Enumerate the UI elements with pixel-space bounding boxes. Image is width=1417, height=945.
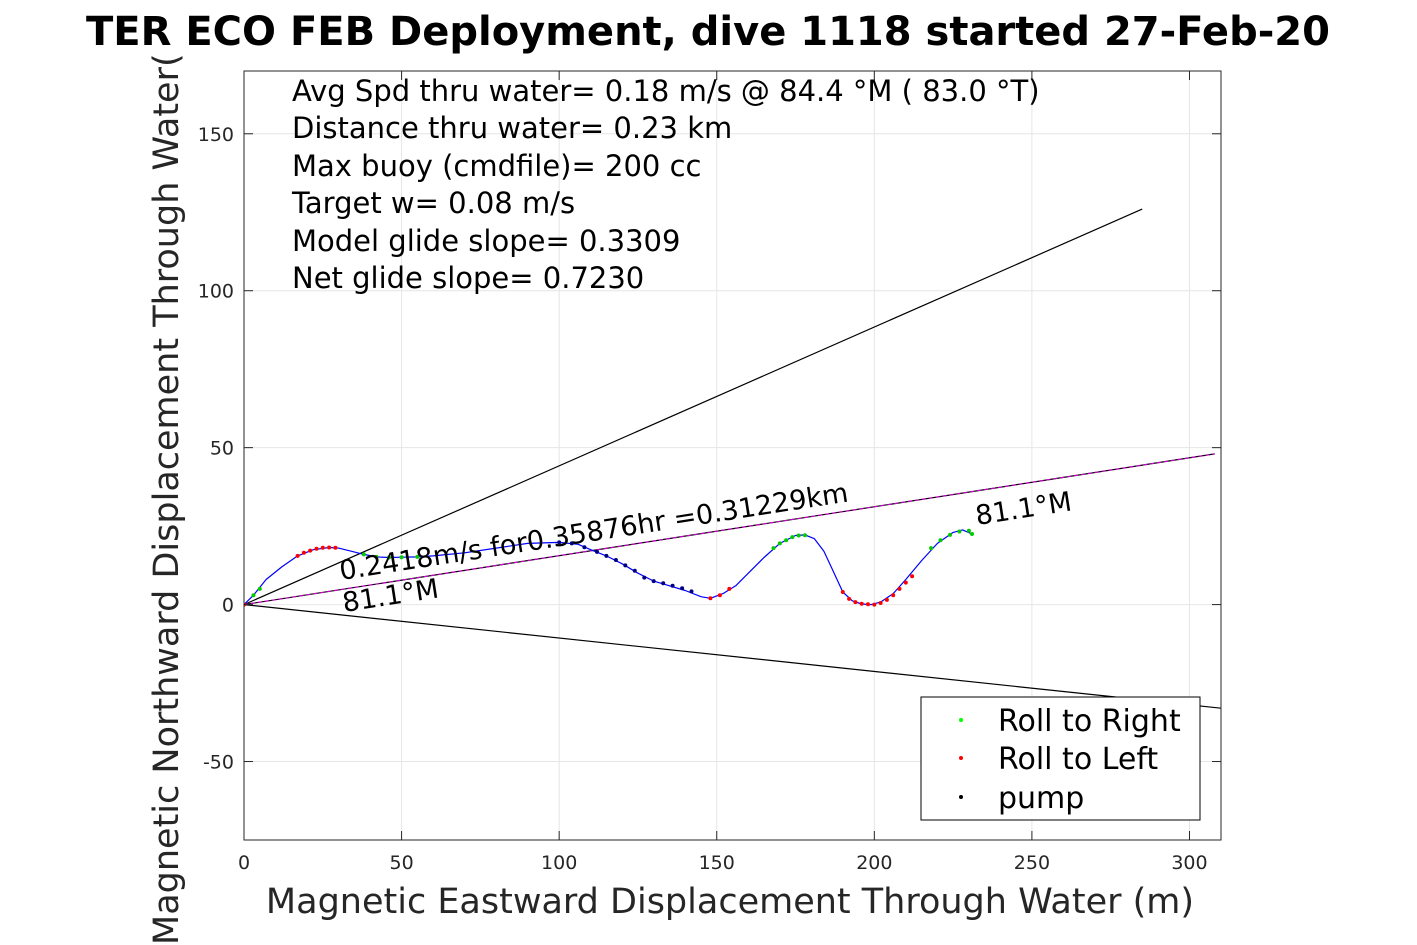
heading-line: [244, 453, 1215, 606]
x-tick-label: 300: [1171, 852, 1207, 874]
stat-model-glide-slope: Model glide slope= 0.3309: [292, 224, 680, 258]
x-tick-label: 100: [541, 852, 577, 874]
y-tick-label: 100: [198, 281, 234, 303]
roll-right-point: [415, 554, 420, 559]
plot-content: [244, 208, 1221, 709]
legend-marker-roll-right: [959, 718, 963, 722]
roll-left-point: [840, 590, 845, 594]
x-tick-label: 150: [699, 852, 735, 874]
pump-point: [642, 575, 647, 580]
roll-right-point: [777, 541, 782, 546]
pump-point: [557, 540, 562, 545]
roll-right-point: [399, 555, 404, 560]
roll-right-point: [803, 533, 807, 538]
pump-point: [632, 568, 637, 573]
legend: Roll to Right Roll to Left pump: [920, 696, 1201, 821]
roll-right-point: [251, 593, 256, 598]
roll-right-point: [796, 533, 801, 538]
roll-left-point: [333, 545, 338, 550]
x-tick-label: 50: [389, 852, 413, 874]
ticks: 0 50 100 150 200 250 300 -50 0 50 100 150: [198, 71, 1221, 874]
x-axis-label: Magnetic Eastward Displacement Through W…: [266, 882, 1194, 922]
roll-left-point: [320, 545, 325, 550]
pump-point: [689, 589, 694, 594]
roll-left-point: [295, 553, 300, 558]
roll-left-point: [891, 593, 896, 598]
roll-right-point: [361, 552, 366, 557]
roll-left-point: [859, 601, 864, 606]
data-layer: [244, 208, 1221, 709]
y-axis-label: Magnetic Northward Displacement Through …: [147, 53, 187, 945]
roll-left-point: [847, 596, 852, 601]
x-tick-label: 250: [1014, 852, 1050, 874]
roll-left-point: [872, 602, 877, 607]
roll-left-point: [314, 546, 319, 551]
roll-left-point: [717, 593, 722, 598]
pump-point: [613, 558, 618, 562]
stats-block: Avg Spd thru water= 0.18 m/s @ 84.4 °M (…: [291, 74, 1040, 295]
axes-box: [243, 70, 1222, 841]
roll-left-point: [301, 550, 306, 555]
y-tick-label: 0: [222, 595, 234, 617]
legend-marker-roll-left: [959, 756, 963, 760]
roll-right-point: [970, 532, 974, 536]
roll-right-point: [374, 554, 379, 559]
roll-left-point: [903, 580, 908, 585]
roll-right-point: [771, 546, 776, 551]
stat-max-buoy: Max buoy (cmdfile)= 200 cc: [292, 149, 701, 183]
roll-left-point: [853, 600, 858, 605]
pump-point: [623, 563, 628, 568]
roll-right-point: [929, 546, 934, 551]
legend-box: [920, 696, 1201, 821]
roll-left-point: [910, 574, 915, 579]
y-tick-label: -50: [203, 752, 234, 774]
y-tick-label: 150: [198, 124, 234, 146]
stat-avg-speed: Avg Spd thru water= 0.18 m/s @ 84.4 °M (…: [292, 74, 1040, 108]
legend-label-roll-right: Roll to Right: [998, 704, 1181, 739]
roll-left-point: [327, 545, 332, 550]
roll-right-point: [387, 555, 391, 560]
roll-left-point: [878, 601, 883, 605]
pump-point: [661, 581, 666, 586]
pump-point: [569, 541, 574, 546]
x-tick-label: 200: [856, 852, 892, 874]
roll-left-point: [866, 602, 870, 607]
roll-right-point: [957, 529, 962, 534]
roll-right-point: [938, 538, 943, 543]
roll-right-point: [790, 535, 795, 540]
cone-line: [244, 604, 1221, 709]
pump-point: [604, 553, 609, 558]
stat-distance: Distance thru water= 0.23 km: [292, 111, 732, 145]
roll-left-point: [308, 548, 313, 553]
stat-target-w: Target w= 0.08 m/s: [291, 186, 575, 220]
roll-right-point: [948, 532, 952, 537]
roll-left-point: [897, 586, 902, 591]
roll-right-point: [966, 528, 971, 533]
legend-label-roll-left: Roll to Left: [998, 742, 1158, 777]
cone-line: [244, 208, 1143, 606]
chart-title: TER ECO FEB Deployment, dive 1118 starte…: [86, 9, 1330, 55]
pump-point: [582, 545, 587, 550]
stat-net-glide-slope: Net glide slope= 0.7230: [292, 261, 644, 295]
roll-left-point: [727, 586, 732, 591]
roll-left-point: [884, 597, 889, 602]
y-tick-label: 50: [210, 438, 234, 460]
legend-marker-pump: [959, 795, 963, 799]
pump-point: [595, 549, 599, 554]
pump-point: [670, 583, 675, 588]
roll-left-point: [708, 596, 713, 601]
x-tick-label: 0: [238, 852, 250, 874]
legend-label-pump: pump: [998, 781, 1084, 816]
roll-right-point: [257, 586, 262, 591]
pump-point: [651, 579, 656, 584]
pump-point: [680, 586, 685, 591]
roll-right-point: [784, 538, 789, 543]
